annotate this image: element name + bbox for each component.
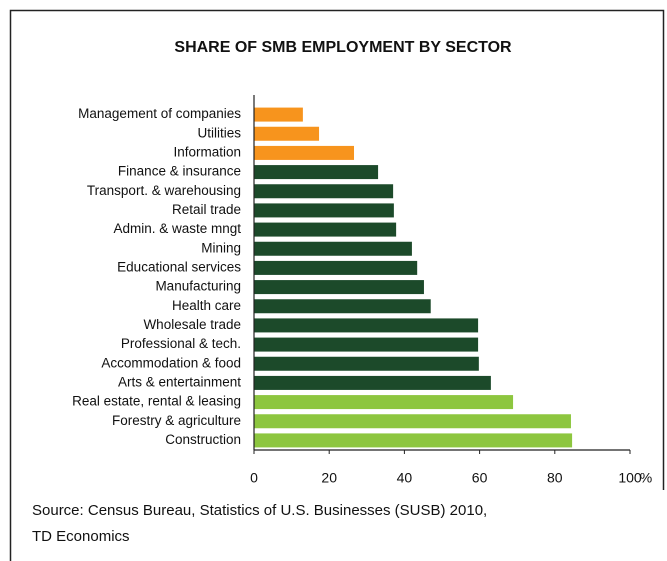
source: Source: Census Bureau, Statistics of U.S…: [32, 502, 487, 519]
y-tick-label: Finance & insurance: [118, 164, 241, 179]
x-tick-label: 40: [397, 470, 413, 486]
x-unit: %: [640, 470, 652, 486]
bar: [254, 184, 394, 199]
y-tick-label: Utilities: [197, 125, 241, 140]
bar: [254, 260, 418, 275]
bar: [254, 433, 573, 448]
bar: [254, 318, 479, 333]
y-tick-label: Forestry & agriculture: [112, 413, 241, 428]
bar: [254, 107, 303, 122]
bar: [254, 356, 479, 371]
x-tick-label: 60: [472, 470, 488, 486]
bar: [254, 241, 412, 256]
y-tick-label: Mining: [201, 240, 241, 255]
bar: [254, 203, 394, 218]
x-tick-label: 80: [547, 470, 563, 486]
bar: [254, 337, 479, 352]
bar: [254, 375, 491, 390]
source: TD Economics: [32, 528, 130, 545]
y-tick-label: Real estate, rental & leasing: [72, 394, 241, 409]
y-tick-label: Management of companies: [78, 106, 241, 121]
bar: [254, 395, 514, 410]
y-tick-label: Accommodation & food: [101, 355, 241, 370]
bar: [254, 222, 397, 237]
y-tick-label: Admin. & waste mngt: [113, 221, 241, 236]
bar: [254, 280, 424, 295]
y-tick-label: Arts & entertainment: [118, 374, 241, 389]
y-tick-label: Retail trade: [172, 202, 241, 217]
x-tick-label: 0: [250, 470, 258, 486]
y-tick-label: Manufacturing: [155, 279, 241, 294]
bar: [254, 414, 571, 429]
y-tick-label: Health care: [172, 298, 241, 313]
frame: [9, 9, 665, 561]
bar: [254, 299, 431, 314]
bar: [254, 145, 355, 160]
y-tick-label: Wholesale trade: [143, 317, 241, 332]
y-tick-label: Transport. & warehousing: [87, 183, 241, 198]
y-tick-label: Educational services: [117, 259, 241, 274]
y-tick-label: Information: [173, 144, 241, 159]
y-tick-label: Construction: [165, 432, 241, 447]
bar: [254, 165, 379, 180]
bar: [254, 126, 320, 141]
chart-title: SHARE OF SMB EMPLOYMENT BY SECTOR: [174, 39, 512, 56]
y-tick-label: Professional & tech.: [121, 336, 241, 351]
x-tick-label: 100: [618, 470, 642, 486]
x-tick-label: 20: [321, 470, 337, 486]
